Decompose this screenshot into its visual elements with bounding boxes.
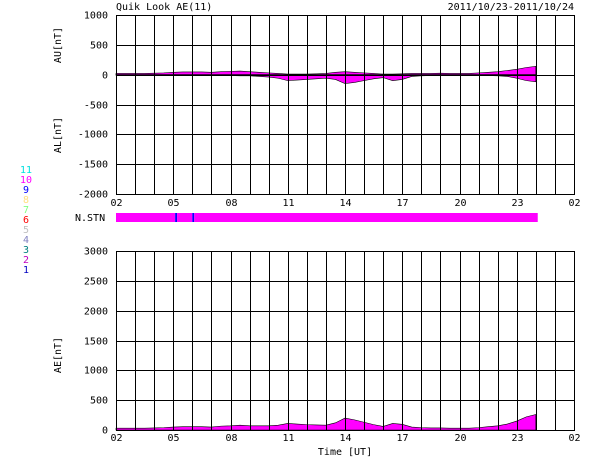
legend-entry: 10 bbox=[20, 175, 32, 186]
x-tick-label: 11 bbox=[282, 198, 294, 209]
x-tick-label: 05 bbox=[167, 198, 179, 209]
date-range: 2011/10/23-2011/10/24 bbox=[448, 2, 574, 13]
x-tick-label: 11 bbox=[282, 433, 294, 444]
y-tick-label: 0 bbox=[102, 426, 108, 437]
plot-frame bbox=[116, 15, 575, 195]
x-tick-label: 23 bbox=[511, 433, 523, 444]
y-tick-label: -2000 bbox=[78, 190, 108, 201]
x-tick-label: 20 bbox=[454, 198, 466, 209]
y-tick-label: 500 bbox=[90, 41, 108, 52]
y-tick-label: 0 bbox=[102, 71, 108, 82]
legend-entry: 3 bbox=[23, 245, 29, 256]
area-al bbox=[115, 74, 537, 84]
y-tick-label: 3000 bbox=[84, 247, 108, 258]
nstn-label: N.STN bbox=[75, 213, 105, 224]
x-tick-label: 02 bbox=[110, 433, 122, 444]
legend-entry: 8 bbox=[23, 195, 29, 206]
plot-frame bbox=[116, 251, 575, 431]
y-tick-label: -1000 bbox=[78, 130, 108, 141]
legend-entry: 1 bbox=[23, 265, 29, 276]
station-count-segment bbox=[116, 213, 176, 222]
y-axis-label: AL[nT] bbox=[53, 117, 64, 153]
y-tick-label: 500 bbox=[90, 396, 108, 407]
x-tick-label: 17 bbox=[396, 433, 408, 444]
legend-entry: 5 bbox=[23, 225, 29, 236]
y-axis-label: AE[nT] bbox=[53, 337, 64, 373]
x-tick-label: 17 bbox=[396, 198, 408, 209]
x-tick-label: 02 bbox=[568, 433, 580, 444]
x-tick-label: 14 bbox=[339, 198, 351, 209]
x-tick-label: 20 bbox=[454, 433, 466, 444]
y-tick-label: 1500 bbox=[84, 337, 108, 348]
y-tick-label: -500 bbox=[84, 101, 108, 112]
x-tick-label: 08 bbox=[225, 198, 237, 209]
area-ae bbox=[115, 414, 537, 431]
legend-entry: 4 bbox=[23, 235, 29, 246]
y-tick-label: 2500 bbox=[84, 277, 108, 288]
x-tick-label: 02 bbox=[568, 198, 580, 209]
y-tick-label: -1500 bbox=[78, 160, 108, 171]
area-au bbox=[115, 65, 537, 75]
x-axis-label: Time [UT] bbox=[318, 447, 372, 458]
station-count-segment bbox=[177, 213, 193, 222]
x-tick-label: 02 bbox=[110, 198, 122, 209]
chart-title: Quik Look AE(11) bbox=[116, 2, 212, 13]
x-tick-label: 05 bbox=[167, 433, 179, 444]
legend-entry: 9 bbox=[23, 185, 29, 196]
x-tick-label: 23 bbox=[511, 198, 523, 209]
station-count-segment bbox=[194, 213, 538, 222]
legend-entry: 2 bbox=[23, 255, 29, 266]
station-count-segment bbox=[192, 213, 195, 222]
legend-entry: 11 bbox=[20, 165, 32, 176]
y-tick-label: 1000 bbox=[84, 366, 108, 377]
y-tick-label: 2000 bbox=[84, 307, 108, 318]
y-axis-label: AU[nT] bbox=[53, 27, 64, 63]
legend-entry: 6 bbox=[23, 215, 29, 226]
legend-entry: 7 bbox=[23, 205, 29, 216]
x-tick-label: 08 bbox=[225, 433, 237, 444]
station-count-segment bbox=[175, 213, 178, 222]
x-tick-label: 14 bbox=[339, 433, 351, 444]
y-tick-label: 1000 bbox=[84, 11, 108, 22]
